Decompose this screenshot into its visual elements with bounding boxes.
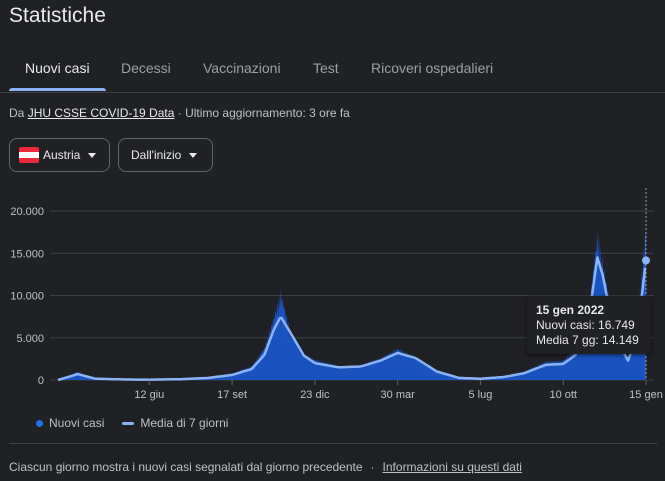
data-source: Da JHU CSSE COVID-19 Data · Ultimo aggio… <box>9 106 350 120</box>
range-dropdown[interactable]: Dall'inizio <box>118 138 213 172</box>
source-link[interactable]: JHU CSSE COVID-19 Data <box>27 106 175 120</box>
cases-chart[interactable]: 0 5.000 10.000 15.000 20.000 12 giu 17 set 23 d… <box>0 180 665 405</box>
chevron-down-icon <box>189 152 198 158</box>
tab-ricoveri-ospedalieri[interactable]: Ricoveri ospedalieri <box>371 60 494 76</box>
y-tick-label: 5.000 <box>16 333 44 345</box>
footer: Ciascun giorno mostra i nuovi casi segna… <box>9 460 522 474</box>
bar-legend-dot-icon <box>36 419 43 427</box>
legend-cases: Nuovi casi <box>49 416 105 430</box>
y-tick-label: 15.000 <box>10 248 44 260</box>
chart-legend: Nuovi casi Media di 7 giorni <box>36 416 228 430</box>
chevron-down-icon <box>88 152 97 158</box>
y-tick-label: 0 <box>38 375 44 387</box>
stats-tabs: Nuovi casi Decessi Vaccinazioni Test Ric… <box>0 56 665 93</box>
tab-decessi[interactable]: Decessi <box>121 60 171 76</box>
footer-separator: · <box>370 460 375 474</box>
line-legend-icon <box>122 421 135 425</box>
chart-tooltip: 15 gen 2022 Nuovi casi: 16.749 Media 7 g… <box>527 296 651 354</box>
x-tick-label: 17 set <box>217 389 247 401</box>
footer-note: Ciascun giorno mostra i nuovi casi segna… <box>9 460 363 474</box>
country-label: Austria <box>43 148 81 162</box>
range-label: Dall'inizio <box>131 148 182 162</box>
x-tick-label: 10 ott <box>549 389 577 401</box>
tab-vaccinazioni[interactable]: Vaccinazioni <box>203 60 281 76</box>
y-tick-label: 10.000 <box>10 291 44 303</box>
last-updated: · Ultimo aggiornamento: 3 ore fa <box>177 106 350 120</box>
tab-test[interactable]: Test <box>313 60 339 76</box>
tooltip-average: Media 7 gg: 14.149 <box>536 333 639 347</box>
about-data-link[interactable]: Informazioni su questi dati <box>382 460 522 474</box>
footer-divider <box>9 443 657 444</box>
legend-average: Media di 7 giorni <box>140 416 229 430</box>
x-tick-label: 15 gen <box>629 389 663 401</box>
page-title: Statistiche <box>9 4 106 27</box>
cases-bars <box>58 230 646 380</box>
tab-nuovi-casi[interactable]: Nuovi casi <box>25 60 90 76</box>
x-tick-label: 12 giu <box>134 389 164 401</box>
x-tick-label: 30 mar <box>381 389 416 401</box>
tooltip-cases: Nuovi casi: 16.749 <box>536 318 635 332</box>
x-tick-label: 23 dic <box>300 389 330 401</box>
austria-flag-icon <box>19 147 39 163</box>
y-tick-label: 20.000 <box>10 206 44 218</box>
active-tab-indicator <box>9 88 106 91</box>
hover-point <box>642 256 650 265</box>
tooltip-date: 15 gen 2022 <box>536 303 605 317</box>
x-tick-label: 5 lug <box>469 389 493 401</box>
source-prefix: Da <box>9 106 25 120</box>
country-dropdown[interactable]: Austria <box>9 138 110 172</box>
average-line <box>57 256 647 382</box>
